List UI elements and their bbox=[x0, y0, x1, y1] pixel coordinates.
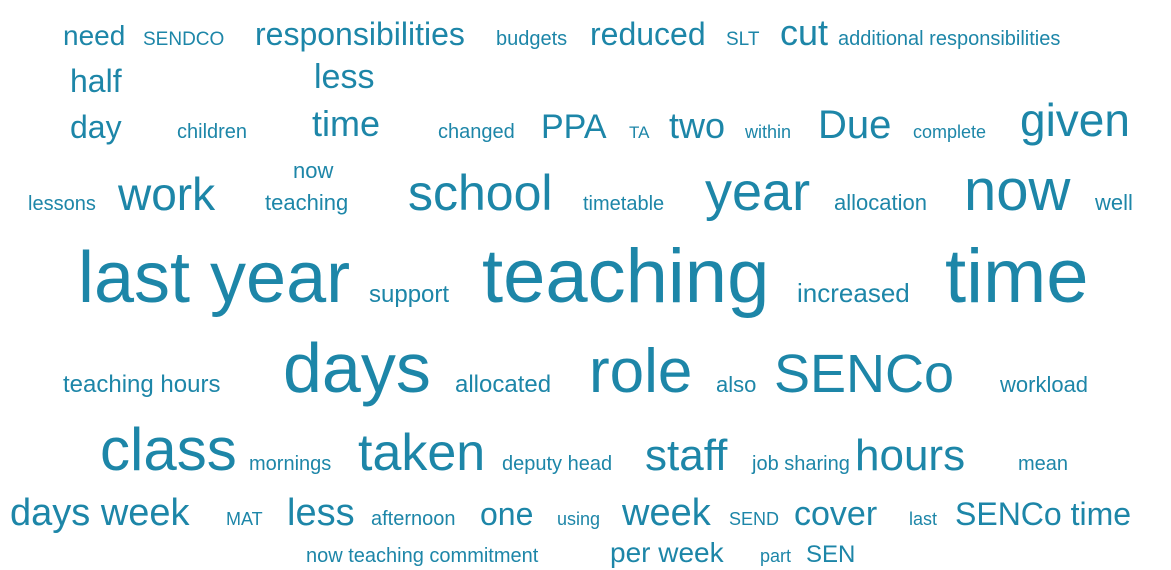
word: per week bbox=[610, 537, 725, 568]
word: last bbox=[909, 509, 937, 529]
word: taken bbox=[358, 424, 485, 482]
word: responsibilities bbox=[255, 16, 465, 52]
word: half bbox=[70, 63, 122, 99]
word: allocation bbox=[834, 190, 927, 215]
word: last year bbox=[78, 238, 350, 318]
word: day bbox=[70, 109, 122, 145]
word: lessons bbox=[28, 193, 96, 215]
word: mean bbox=[1018, 453, 1068, 475]
word: now bbox=[964, 158, 1072, 223]
word: now bbox=[293, 158, 333, 183]
word: teaching bbox=[265, 190, 348, 215]
word: workload bbox=[999, 372, 1088, 397]
word: hours bbox=[855, 431, 965, 480]
word: complete bbox=[913, 122, 986, 142]
word: SENCo time bbox=[955, 496, 1131, 532]
word: Due bbox=[818, 103, 891, 147]
word: role bbox=[589, 337, 692, 406]
word: afternoon bbox=[371, 508, 456, 530]
word: cover bbox=[794, 495, 877, 533]
word: teaching hours bbox=[63, 371, 220, 398]
word: SENCo bbox=[774, 344, 954, 404]
word: SEND bbox=[729, 509, 779, 529]
word: changed bbox=[438, 121, 515, 143]
word: also bbox=[716, 372, 756, 397]
word: support bbox=[369, 281, 449, 308]
word: increased bbox=[797, 278, 910, 308]
word: need bbox=[63, 20, 125, 51]
word: reduced bbox=[590, 16, 706, 52]
word: time bbox=[312, 103, 380, 144]
word: given bbox=[1020, 94, 1130, 146]
word: deputy head bbox=[502, 453, 612, 475]
word: days bbox=[283, 329, 431, 407]
word: cut bbox=[780, 12, 828, 53]
word: class bbox=[100, 416, 237, 483]
word: SLT bbox=[726, 29, 760, 50]
word: PPA bbox=[541, 108, 607, 146]
word: two bbox=[669, 105, 725, 146]
word: time bbox=[945, 234, 1089, 319]
word: less bbox=[314, 58, 374, 96]
word: SEN bbox=[806, 541, 855, 568]
word: less bbox=[287, 492, 355, 534]
word: allocated bbox=[455, 371, 551, 398]
word: mornings bbox=[249, 453, 331, 475]
word: work bbox=[117, 168, 216, 220]
word: days week bbox=[10, 492, 191, 534]
word: timetable bbox=[583, 193, 664, 215]
word: TA bbox=[629, 123, 650, 142]
word: children bbox=[177, 121, 247, 143]
word: now teaching commitment bbox=[306, 545, 539, 567]
word: staff bbox=[645, 431, 728, 480]
word: week bbox=[621, 492, 712, 534]
word: part bbox=[760, 546, 791, 566]
word: well bbox=[1094, 190, 1133, 215]
word: additional responsibilities bbox=[838, 28, 1060, 50]
word: one bbox=[480, 496, 533, 532]
word: budgets bbox=[496, 28, 567, 50]
word: year bbox=[705, 162, 810, 222]
word: within bbox=[744, 122, 791, 142]
word: MAT bbox=[226, 509, 263, 529]
word: SENDCO bbox=[143, 29, 224, 50]
word: using bbox=[557, 509, 600, 529]
word: teaching bbox=[482, 234, 769, 319]
word: job sharing bbox=[751, 453, 850, 475]
word: school bbox=[408, 165, 553, 221]
